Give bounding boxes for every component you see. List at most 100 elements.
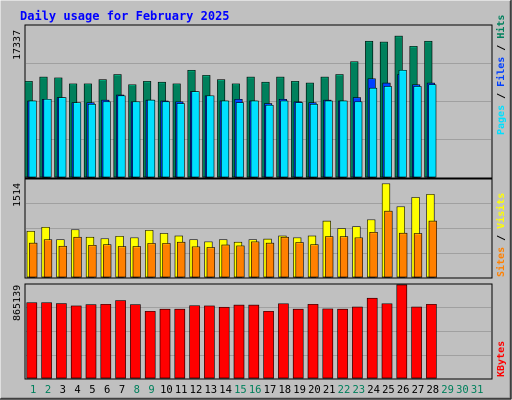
bar-sites [88,245,97,278]
x-tick-label: 22 [338,384,351,396]
bar-kbytes [189,305,200,379]
x-tick-label: 27 [412,384,425,396]
bar-kbytes [396,284,408,379]
x-tick-label: 20 [308,384,321,396]
bar-kbytes [41,302,52,379]
bar-pages [383,86,392,178]
legend-hits: Hits [495,15,507,39]
x-tick-label: 17 [264,384,277,396]
bar-sites [295,242,304,278]
panel-kbytes [24,283,493,380]
x-tick-label: 8 [134,384,140,396]
bar-pages [161,101,170,178]
bar-pages [265,104,274,178]
legend-top: Pages / Files / Hits [495,15,507,135]
bar-pages [324,100,333,178]
bar-pages [58,97,67,178]
x-tick-label: 29 [441,384,454,396]
bar-sites [73,236,82,278]
legend-visits: Visits [495,193,507,229]
bar-kbytes [100,304,112,379]
bars-hits-files-pages [24,35,437,178]
bar-pages [206,95,215,178]
bar-pages [309,104,318,178]
x-tick-label: 31 [471,384,484,396]
bar-sites [147,243,156,278]
legend-sites: Sites [495,247,507,277]
x-tick-label: 13 [204,384,217,396]
bar-sites [384,210,393,278]
bar-sites [177,241,186,278]
bars-kbytes [26,284,437,379]
bar-kbytes [159,308,171,379]
bar-kbytes [322,308,334,379]
x-tick-label: 7 [119,384,125,396]
legend-pages: Pages [496,105,507,135]
bar-kbytes [307,304,319,379]
bar-kbytes [381,303,393,379]
x-tick-label: 21 [323,384,336,396]
chart-title: Daily usage for February 2025 [20,9,230,23]
x-tick-label: 10 [160,384,173,396]
legend-mid: Sites / Visits [495,193,507,277]
bar-kbytes [263,311,274,379]
bar-kbytes [174,308,186,379]
panel-visits-sites [24,178,493,279]
x-tick-label: 4 [74,384,80,396]
x-tick-label: 14 [219,384,232,396]
x-tick-label: 23 [352,384,365,396]
bar-kbytes [115,300,126,379]
x-tick-label: 30 [456,384,469,396]
bar-kbytes [85,304,97,379]
bar-sites [369,231,378,278]
bar-pages [73,102,82,178]
legend-kbytes: KBytes [496,341,507,377]
bar-kbytes [204,305,215,379]
bar-pages [295,102,304,178]
bar-pages [369,87,378,178]
bar-pages [87,104,96,178]
bar-sites [325,236,334,278]
x-tick-label: 5 [89,384,95,396]
bar-pages [339,100,348,178]
bar-sites [103,244,112,278]
bar-sites [191,246,201,278]
bar-pages [117,95,126,178]
x-tick-label: 16 [249,384,262,396]
bar-pages [250,100,259,178]
bar-sites [236,245,245,278]
bar-sites [265,242,275,278]
bar-kbytes [352,306,363,379]
bar-kbytes [278,303,289,379]
x-tick-label: 12 [190,384,203,396]
bar-kbytes [411,306,422,379]
bar-pages [354,101,363,178]
bar-kbytes [337,308,348,379]
bar-sites [221,244,230,278]
bar-pages [28,100,37,178]
bar-kbytes [218,306,230,379]
x-tick-label: 15 [234,384,247,396]
bar-pages [191,91,200,178]
bar-pages [280,100,289,178]
bar-pages [398,69,407,178]
bar-kbytes [233,304,245,379]
y-max-label-hits: 17337 [12,30,23,60]
bar-sites [280,236,289,278]
x-tick-label: 18 [278,384,291,396]
bar-kbytes [426,304,437,379]
x-axis-labels: 1 2 3 4 5 6 7 8 9 10 11 12 13 14 15 16 17 18 19 20 21 22 23 24 2… [30,384,483,396]
bar-sites [29,242,38,278]
bar-sites [339,236,349,278]
bar-sites [206,247,215,278]
x-tick-label: 1 [30,384,36,396]
x-tick-label: 24 [367,384,380,396]
x-tick-label: 6 [104,384,110,396]
bar-kbytes [56,303,67,379]
bar-sites [251,241,260,278]
x-tick-label: 11 [175,384,188,396]
bar-sites [399,232,408,278]
bar-kbytes [130,304,141,379]
bar-pages [235,102,244,178]
